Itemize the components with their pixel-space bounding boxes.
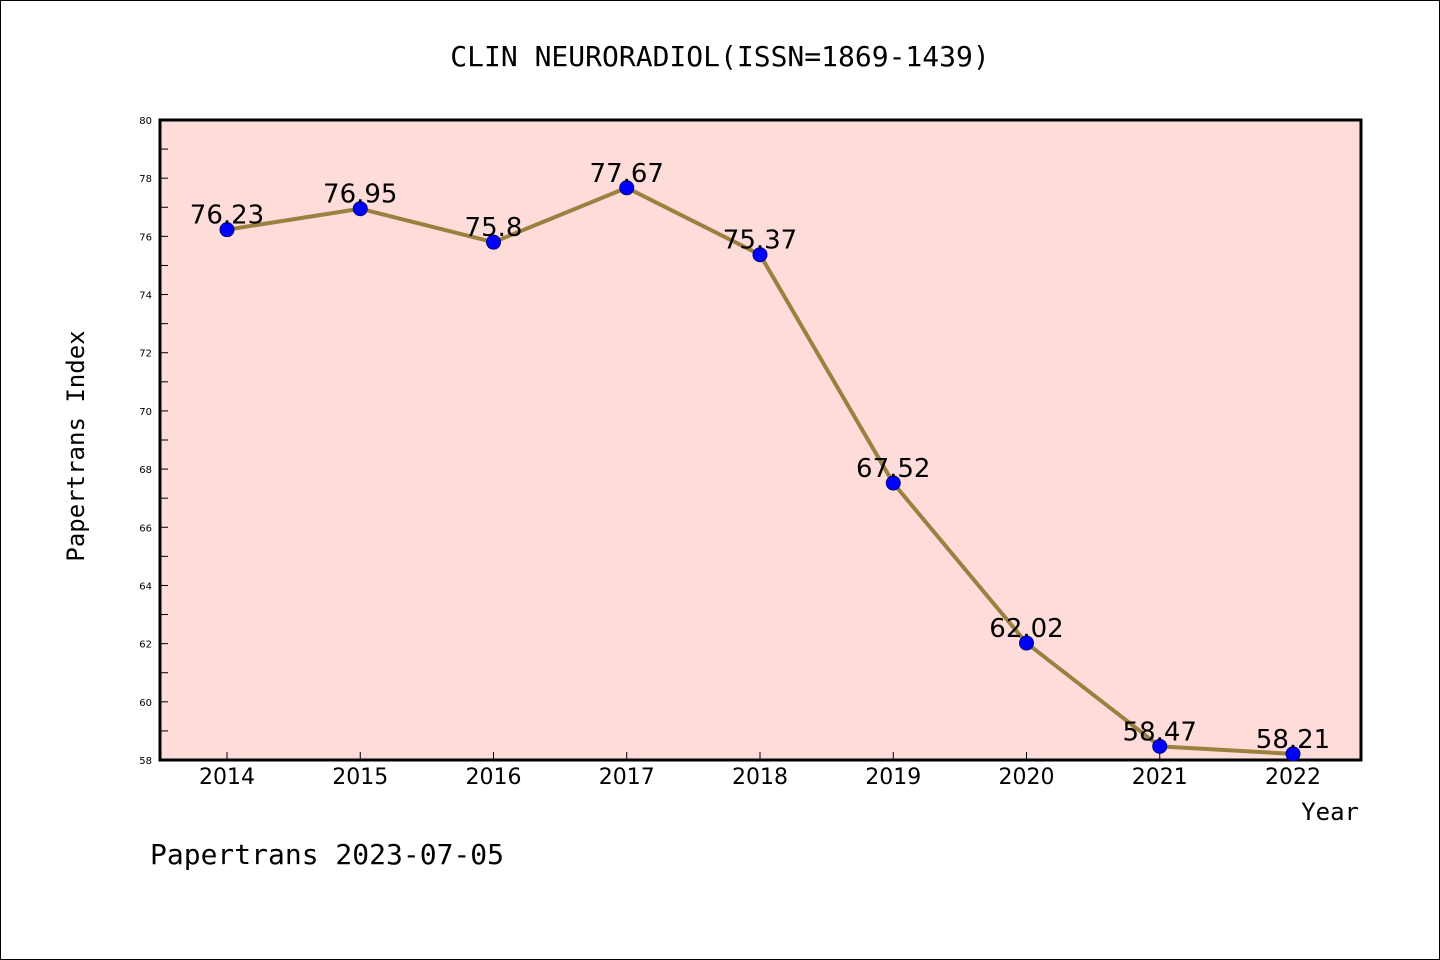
plot-area: [158, 118, 1363, 762]
data-label: 76.23: [190, 201, 264, 231]
x-tick-label: 2018: [732, 765, 788, 790]
y-tick-label: 64: [139, 581, 152, 592]
y-tick-label: 60: [139, 698, 152, 709]
data-point: [219, 222, 235, 238]
x-tick-label: 2019: [865, 765, 921, 790]
y-tick-label: 78: [139, 174, 152, 185]
x-tick-label: 2020: [999, 765, 1055, 790]
chart-title: CLIN NEURORADIOL(ISSN=1869-1439): [450, 40, 989, 73]
x-tick-label: 2021: [1132, 765, 1188, 790]
data-point: [1285, 746, 1301, 762]
x-tick-label: 2017: [599, 765, 655, 790]
data-label: 62.02: [989, 614, 1063, 644]
y-tick-label: 80: [139, 116, 152, 127]
x-axis: 2014 2015 2016 2017 2018 2019 2020 2021 2022: [199, 752, 1321, 790]
data-point: [1019, 635, 1034, 651]
x-tick-label: 2016: [466, 765, 522, 790]
data-label: 58.21: [1256, 725, 1330, 755]
y-axis: 58 60 62 64 66 68 70 72 74 76 78 80: [139, 116, 168, 767]
y-tick-label: 72: [139, 349, 152, 360]
y-tick-label: 70: [139, 407, 152, 418]
data-point: [352, 201, 368, 217]
data-label: 76.95: [323, 180, 397, 210]
y-tick-label: 74: [139, 291, 152, 302]
x-tick-label: 2015: [332, 765, 388, 790]
data-point: [1152, 738, 1168, 754]
x-axis-label: Year: [1301, 798, 1359, 826]
data-label: 67.52: [856, 454, 930, 484]
data-point: [752, 247, 768, 263]
y-tick-label: 66: [139, 523, 152, 534]
y-tick-label: 68: [139, 465, 152, 476]
data-label: 58.47: [1123, 717, 1197, 747]
data-labels: 76.23 76.95 75.8 77.67 75.37 67.52 62.02 58.47 5…: [190, 159, 1330, 755]
y-tick-label: 62: [139, 640, 152, 651]
x-tick-label: 2014: [199, 765, 255, 790]
data-point: [486, 234, 501, 250]
data-markers: [219, 180, 1301, 762]
y-tick-label: 58: [139, 756, 152, 767]
data-point: [885, 475, 901, 491]
x-tick-label: 2022: [1265, 765, 1321, 790]
data-label: 75.8: [465, 213, 523, 243]
data-point: [619, 180, 635, 196]
footer-text: Papertrans 2023-07-05: [150, 838, 504, 871]
y-axis-label: Papertrans Index: [62, 330, 90, 561]
data-label: 77.67: [590, 159, 664, 189]
y-tick-label: 76: [139, 232, 152, 243]
data-label: 75.37: [723, 226, 797, 256]
